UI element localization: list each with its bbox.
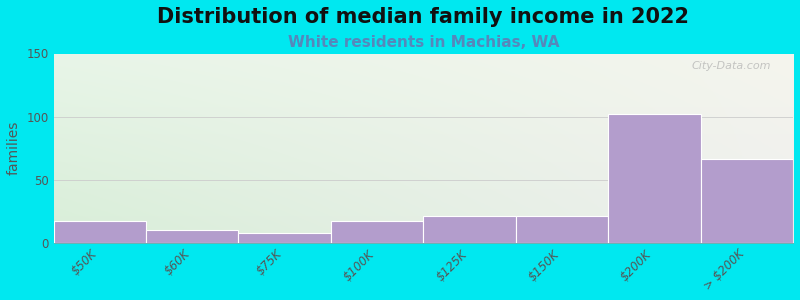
Bar [701,159,793,243]
Bar [423,216,516,243]
Bar [516,216,608,243]
Bar [331,221,423,243]
Bar [54,221,146,243]
Title: Distribution of median family income in 2022: Distribution of median family income in … [158,7,690,27]
Text: City-Data.com: City-Data.com [691,61,771,71]
Bar [608,114,701,243]
Bar [238,232,331,243]
Bar [146,230,238,243]
Y-axis label: families: families [7,121,21,175]
Text: White residents in Machias, WA: White residents in Machias, WA [287,35,559,50]
